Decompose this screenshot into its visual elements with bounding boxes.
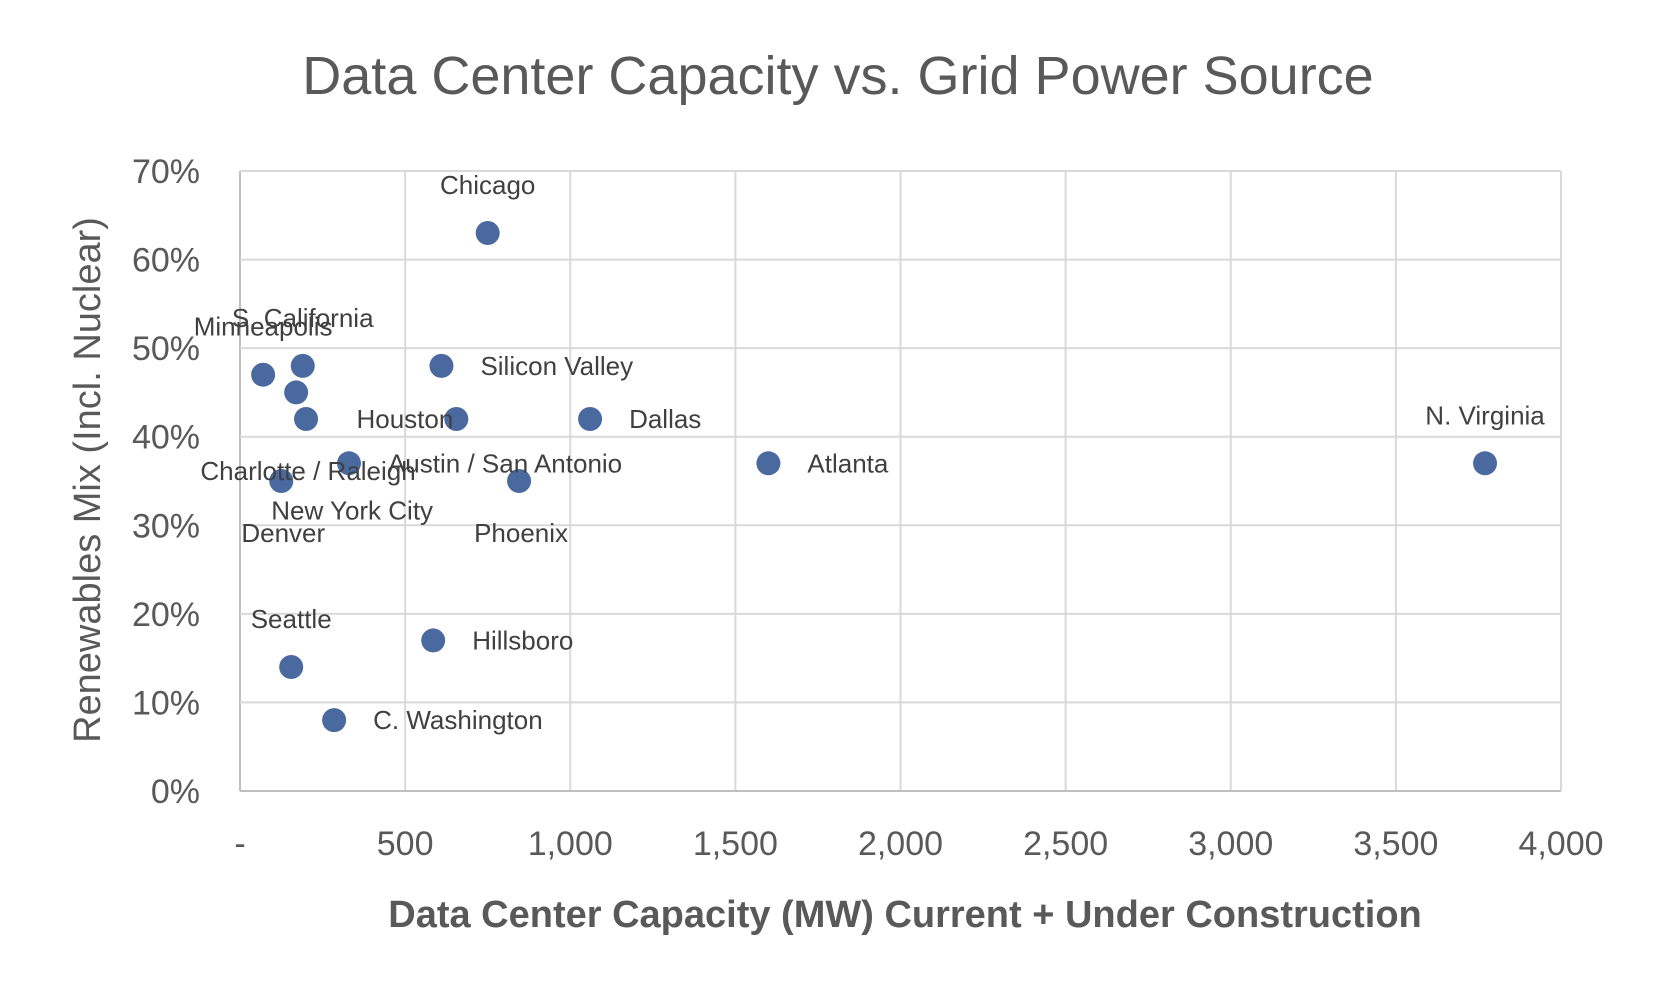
point-label: Denver — [241, 518, 325, 548]
tick-labels: - 500 1,000 1,500 2,000 2,500 3,000 3,500 4,000 0… — [132, 153, 1604, 863]
scatter-point — [322, 708, 347, 733]
scatter-point — [336, 451, 361, 476]
point-label: Austin / San Antonio — [388, 448, 622, 478]
x-tick-label: 1,500 — [693, 825, 778, 863]
scatter-point — [578, 407, 603, 431]
y-tick-label: 30% — [132, 507, 200, 545]
point-label: N. Virginia — [1425, 400, 1545, 430]
scatter-point — [421, 628, 446, 653]
scatter-point — [475, 221, 500, 245]
scatter-point — [251, 362, 276, 387]
x-tick-label: 4,000 — [1518, 825, 1603, 863]
point-label: Seattle — [251, 604, 332, 634]
y-tick-label: 70% — [132, 153, 200, 191]
scatter-point — [279, 655, 304, 679]
point-label: Dallas — [629, 404, 701, 434]
y-tick-label: 0% — [151, 773, 200, 811]
scatter-point — [284, 380, 309, 405]
x-tick-label: 500 — [377, 825, 434, 863]
x-tick-label: 3,000 — [1188, 825, 1273, 863]
point-label: Silicon Valley — [480, 351, 633, 381]
x-tick-label: 2,500 — [1023, 825, 1108, 863]
y-tick-label: 40% — [132, 419, 200, 457]
scatter-point — [756, 451, 781, 476]
gridlines — [239, 170, 1562, 792]
y-tick-label: 20% — [132, 596, 200, 634]
x-tick-label: 1,000 — [528, 825, 613, 863]
x-axis-label: Data Center Capacity (MW) Current + Unde… — [388, 894, 1422, 936]
point-label: Phoenix — [474, 518, 568, 548]
scatter-point — [290, 353, 315, 378]
point-label: Hillsboro — [472, 625, 573, 655]
point-label: S. California — [232, 303, 374, 333]
point-label: Charlotte / Raleigh — [200, 456, 415, 486]
y-tick-label: 60% — [132, 242, 200, 280]
scatter-point — [444, 407, 469, 431]
point-label: New York City — [271, 495, 433, 525]
point-label: C. Washington — [373, 705, 543, 735]
x-tick-label: 3,500 — [1353, 825, 1438, 863]
y-axis-label: Renewables Mix (Incl. Nuclear) — [67, 217, 109, 743]
point-label: Chicago — [440, 170, 535, 200]
scatter-point — [1473, 451, 1498, 476]
y-tick-label: 10% — [132, 684, 200, 722]
scatter-point — [429, 353, 454, 378]
point-label: Houston — [356, 404, 453, 434]
data-points — [251, 221, 1498, 733]
point-label: Minneapolis — [194, 312, 333, 342]
x-tick-label: - — [234, 825, 245, 863]
point-label: Atlanta — [807, 448, 888, 478]
scatter-point — [269, 469, 294, 493]
x-tick-label: 2,000 — [858, 825, 943, 863]
chart-title: Data Center Capacity vs. Grid Power Sour… — [302, 46, 1373, 106]
scatter-point — [507, 469, 532, 493]
scatter-point — [294, 407, 319, 431]
y-tick-label: 50% — [132, 330, 200, 368]
